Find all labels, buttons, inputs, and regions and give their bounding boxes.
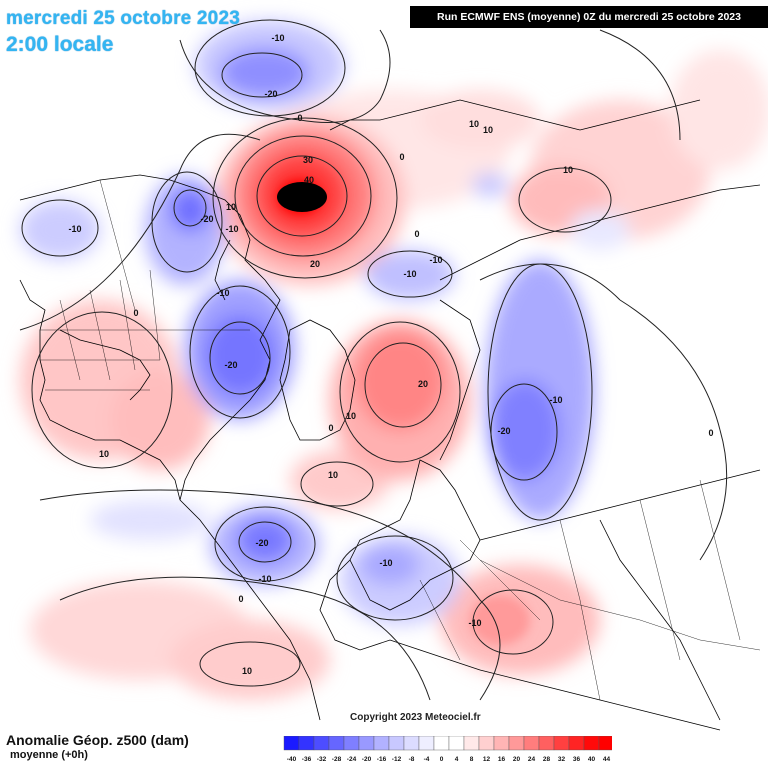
- color-scale-tick: 32: [558, 756, 566, 763]
- legend-title: Anomalie Géop. z500 (dam): [6, 732, 189, 748]
- anomaly-max-core: [277, 182, 327, 212]
- color-scale-tick: 20: [513, 756, 521, 763]
- contour-label: -10: [68, 224, 81, 234]
- contour-label: -20: [497, 426, 510, 436]
- color-scale: -40 -36 -32 -28 -24 -20 -16 -12 -8 -4 0 4 8 12 16 20 24 2…: [283, 736, 612, 763]
- contour-label: -10: [379, 558, 392, 568]
- color-scale-swatch: [373, 736, 390, 751]
- color-scale-swatch: [283, 736, 300, 751]
- color-scale-swatch: [328, 736, 345, 751]
- color-scale-tick: -8: [409, 756, 415, 763]
- color-scale-swatch: [508, 736, 525, 751]
- contour-label: -10: [225, 224, 238, 234]
- color-scale-tick: 28: [543, 756, 551, 763]
- color-scale-swatches: [283, 736, 612, 751]
- color-scale-swatch: [433, 736, 450, 751]
- contour-label: -10: [216, 288, 229, 298]
- contour-label: 0: [238, 594, 243, 604]
- color-scale-tick: 44: [603, 756, 611, 763]
- contour-label: 0: [328, 423, 333, 433]
- contours: [19, 19, 728, 701]
- run-info-banner: Run ECMWF ENS (moyenne) 0Z du mercredi 2…: [410, 6, 768, 28]
- color-scale-swatch: [538, 736, 555, 751]
- color-scale-tick: 16: [498, 756, 506, 763]
- color-scale-swatch: [448, 736, 465, 751]
- contour-labels: -10 -20 0 30 40 20 10 -20 -10 -10 10 10 …: [68, 33, 713, 676]
- contour-label: 10: [226, 202, 236, 212]
- color-scale-tick: 8: [470, 756, 474, 763]
- color-scale-tick: -36: [302, 756, 312, 763]
- color-scale-swatch: [358, 736, 375, 751]
- contour-label: 10: [483, 125, 493, 135]
- color-scale-tick: -12: [392, 756, 402, 763]
- contour-label: -10: [549, 395, 562, 405]
- contour-label: 10: [346, 411, 356, 421]
- contour-label: -20: [255, 538, 268, 548]
- contour-label: 40: [304, 175, 314, 185]
- contour-label: -10: [468, 618, 481, 628]
- color-scale-tick: -20: [362, 756, 372, 763]
- contour-label: 20: [310, 259, 320, 269]
- color-scale-tick: -24: [347, 756, 357, 763]
- contour-label: 0: [414, 229, 419, 239]
- contour-label: 0: [399, 152, 404, 162]
- color-scale-swatch: [343, 736, 360, 751]
- color-scale-tick: 12: [483, 756, 491, 763]
- contour-label: -20: [200, 214, 213, 224]
- color-scale-tick: 4: [455, 756, 459, 763]
- color-scale-ticks: -40 -36 -32 -28 -24 -20 -16 -12 -8 -4 0 4 8 12 16 20 24 2…: [287, 756, 611, 763]
- legend-subtitle: moyenne (+0h): [10, 749, 88, 761]
- color-scale-tick: 0: [440, 756, 444, 763]
- contour-label: 10: [563, 165, 573, 175]
- color-scale-swatch: [553, 736, 570, 751]
- color-scale-tick: -4: [424, 756, 430, 763]
- contour-label: -10: [271, 33, 284, 43]
- copyright-text: Copyright 2023 Meteociel.fr: [350, 712, 481, 723]
- contour-label: 20: [418, 379, 428, 389]
- contour-label: 10: [242, 666, 252, 676]
- coastlines: [19, 99, 761, 731]
- contour-label: 0: [133, 308, 138, 318]
- map-date-title: mercredi 25 octobre 2023: [6, 8, 240, 29]
- contour-label: -10: [429, 255, 442, 265]
- color-scale-swatch: [463, 736, 480, 751]
- color-scale-tick: -40: [287, 756, 297, 763]
- color-scale-swatch: [478, 736, 495, 751]
- color-scale-tick: 36: [573, 756, 581, 763]
- map-time-title: 2:00 locale: [6, 33, 114, 56]
- contour-label: -20: [264, 89, 277, 99]
- contour-label: 30: [303, 155, 313, 165]
- contour-label: 0: [708, 428, 713, 438]
- contour-label: 10: [328, 470, 338, 480]
- color-scale-tick: -16: [377, 756, 387, 763]
- color-scale-swatch: [568, 736, 585, 751]
- color-scale-swatch: [598, 736, 612, 751]
- color-scale-swatch: [388, 736, 405, 751]
- contour-label: -10: [258, 574, 271, 584]
- color-scale-swatch: [418, 736, 435, 751]
- color-scale-tick: 24: [528, 756, 536, 763]
- color-scale-swatch: [313, 736, 330, 751]
- color-scale-swatch: [493, 736, 510, 751]
- contour-label: 10: [99, 449, 109, 459]
- contour-label: 10: [469, 119, 479, 129]
- color-scale-swatch: [583, 736, 600, 751]
- color-scale-tick: -28: [332, 756, 342, 763]
- color-scale-tick: 40: [588, 756, 596, 763]
- contour-label: -20: [224, 360, 237, 370]
- contour-label: 0: [297, 113, 302, 123]
- contour-label: -10: [403, 269, 416, 279]
- color-scale-swatch: [403, 736, 420, 751]
- color-scale-swatch: [523, 736, 540, 751]
- color-scale-tick: -32: [317, 756, 327, 763]
- color-scale-swatch: [298, 736, 315, 751]
- borders: [40, 179, 761, 701]
